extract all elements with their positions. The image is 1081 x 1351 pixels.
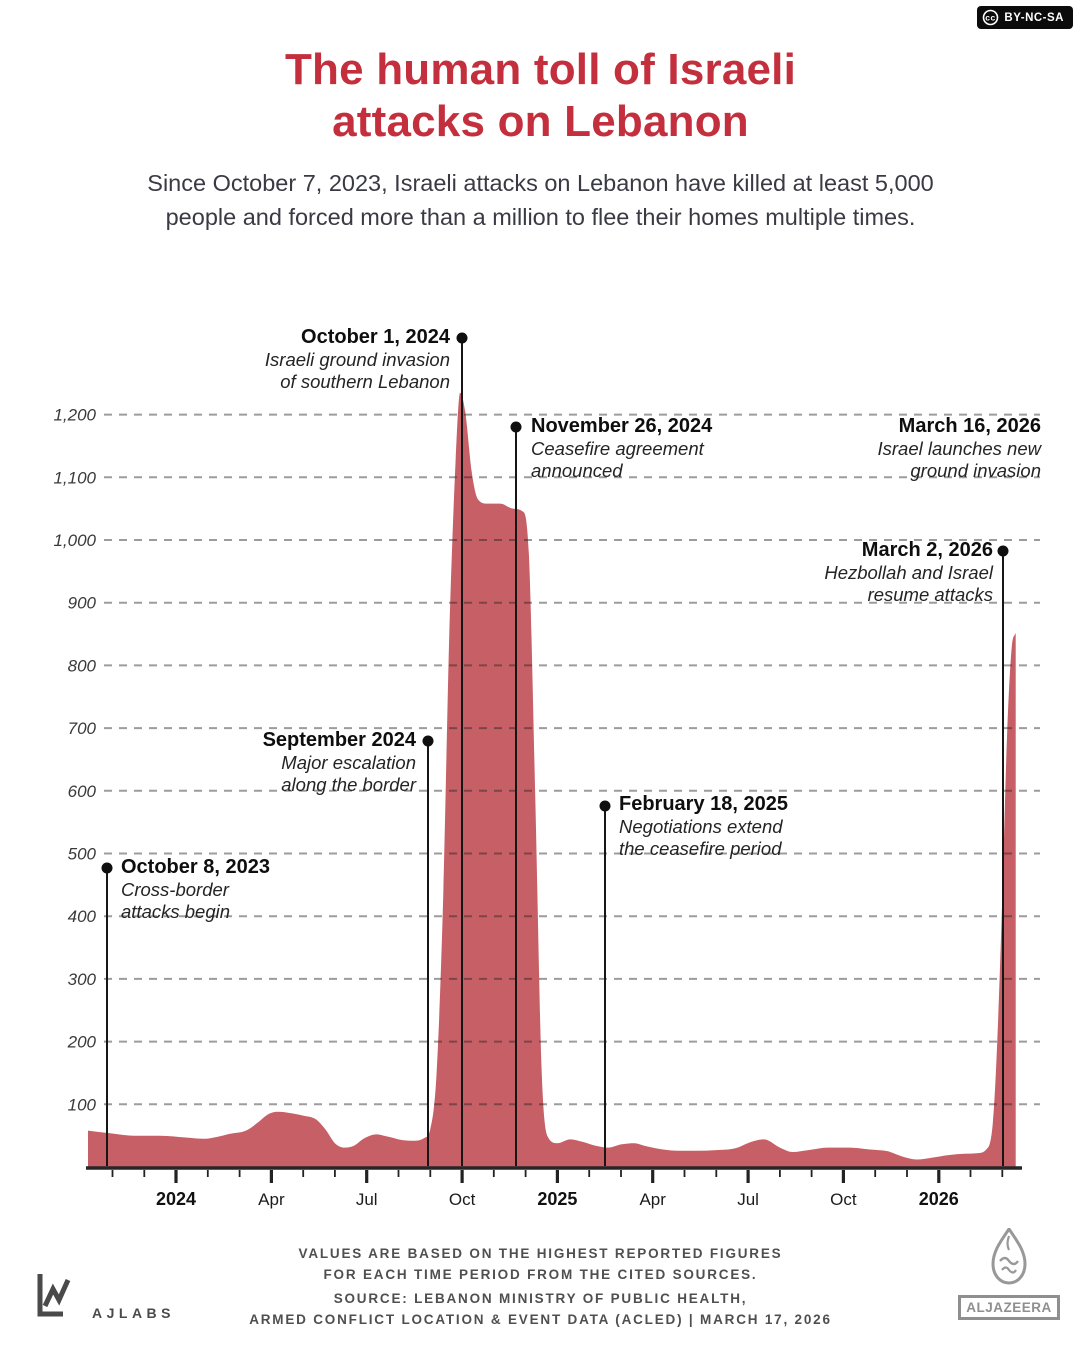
aljazeera-label: ALJAZEERA (958, 1295, 1060, 1320)
y-label-200: 200 (67, 1033, 97, 1052)
license-badge: cc BY-NC-SA (977, 6, 1073, 29)
title-line-2: attacks on Lebanon (332, 97, 749, 146)
x-label-2026: 2026 (919, 1189, 959, 1209)
y-label-100: 100 (68, 1095, 97, 1114)
y-label-500: 500 (68, 845, 97, 864)
source-line-2: ARMED CONFLICT LOCATION & EVENT DATA (AC… (249, 1312, 832, 1327)
license-label: BY-NC-SA (1004, 11, 1064, 24)
x-axis-ticks (111, 1170, 1004, 1183)
y-label-600: 600 (68, 782, 97, 801)
annotation-dot-sep_2024 (422, 735, 434, 747)
y-axis-labels: 100 200 300 400 500 600 700 800 900 1,000 1,100 1,2… (53, 406, 96, 1115)
x-label-Oct: Oct (830, 1190, 857, 1209)
x-label-Apr: Apr (258, 1190, 285, 1209)
methodology-note: VALUES ARE BASED ON THE HIGHEST REPORTED… (0, 1243, 1081, 1285)
y-label-1000: 1,000 (53, 531, 96, 550)
y-label-800: 800 (68, 656, 97, 675)
y-label-1100: 1,100 (53, 468, 96, 487)
page-title: The human toll of Israeli attacks on Leb… (0, 44, 1081, 148)
x-label-Jul: Jul (356, 1190, 378, 1209)
x-axis-labels: 2024 Apr Jul Oct 2025 Apr Jul Oct 2026 (156, 1189, 959, 1209)
y-label-1200: 1,200 (53, 406, 96, 425)
source-line-1: SOURCE: LEBANON MINISTRY OF PUBLIC HEALT… (333, 1291, 748, 1306)
subtitle-line-2: people and forced more than a million to… (165, 204, 916, 230)
annotation-markers (101, 332, 1009, 1166)
y-label-300: 300 (68, 970, 97, 989)
area-series (88, 392, 1016, 1167)
subtitle: Since October 7, 2023, Israeli attacks o… (0, 166, 1081, 234)
annotation-dot-feb18_2025 (599, 800, 611, 812)
x-label-Oct: Oct (449, 1190, 476, 1209)
x-label-Jul: Jul (737, 1190, 759, 1209)
note-line-2: FOR EACH TIME PERIOD FROM THE CITED SOUR… (323, 1267, 758, 1282)
ajlabs-pulse-icon (33, 1270, 83, 1325)
subtitle-line-1: Since October 7, 2023, Israeli attacks o… (147, 170, 934, 196)
source-note: SOURCE: LEBANON MINISTRY OF PUBLIC HEALT… (0, 1288, 1081, 1330)
annotation-dot-nov26_2024 (510, 421, 522, 433)
annotation-dot-mar2_2026 (997, 545, 1009, 557)
x-label-2024: 2024 (156, 1189, 196, 1209)
y-label-900: 900 (68, 594, 97, 613)
x-label-Apr: Apr (639, 1190, 666, 1209)
note-line-1: VALUES ARE BASED ON THE HIGHEST REPORTED… (298, 1246, 783, 1261)
svg-text:cc: cc (986, 13, 996, 23)
gridlines (104, 413, 1040, 1106)
title-line-1: The human toll of Israeli (284, 45, 797, 94)
creative-commons-icon: cc (982, 9, 999, 26)
y-label-700: 700 (68, 719, 97, 738)
ajlabs-logo: AJLABS (33, 1270, 175, 1325)
annotation-dot-oct1_2024 (456, 332, 468, 344)
aljazeera-logo: ALJAZEERA (958, 1226, 1060, 1320)
aljazeera-flame-icon (986, 1226, 1032, 1291)
y-label-400: 400 (68, 907, 97, 926)
x-label-2025: 2025 (537, 1189, 577, 1209)
annotation-dot-oct8_2023 (101, 862, 113, 874)
ajlabs-label: AJLABS (92, 1305, 176, 1321)
